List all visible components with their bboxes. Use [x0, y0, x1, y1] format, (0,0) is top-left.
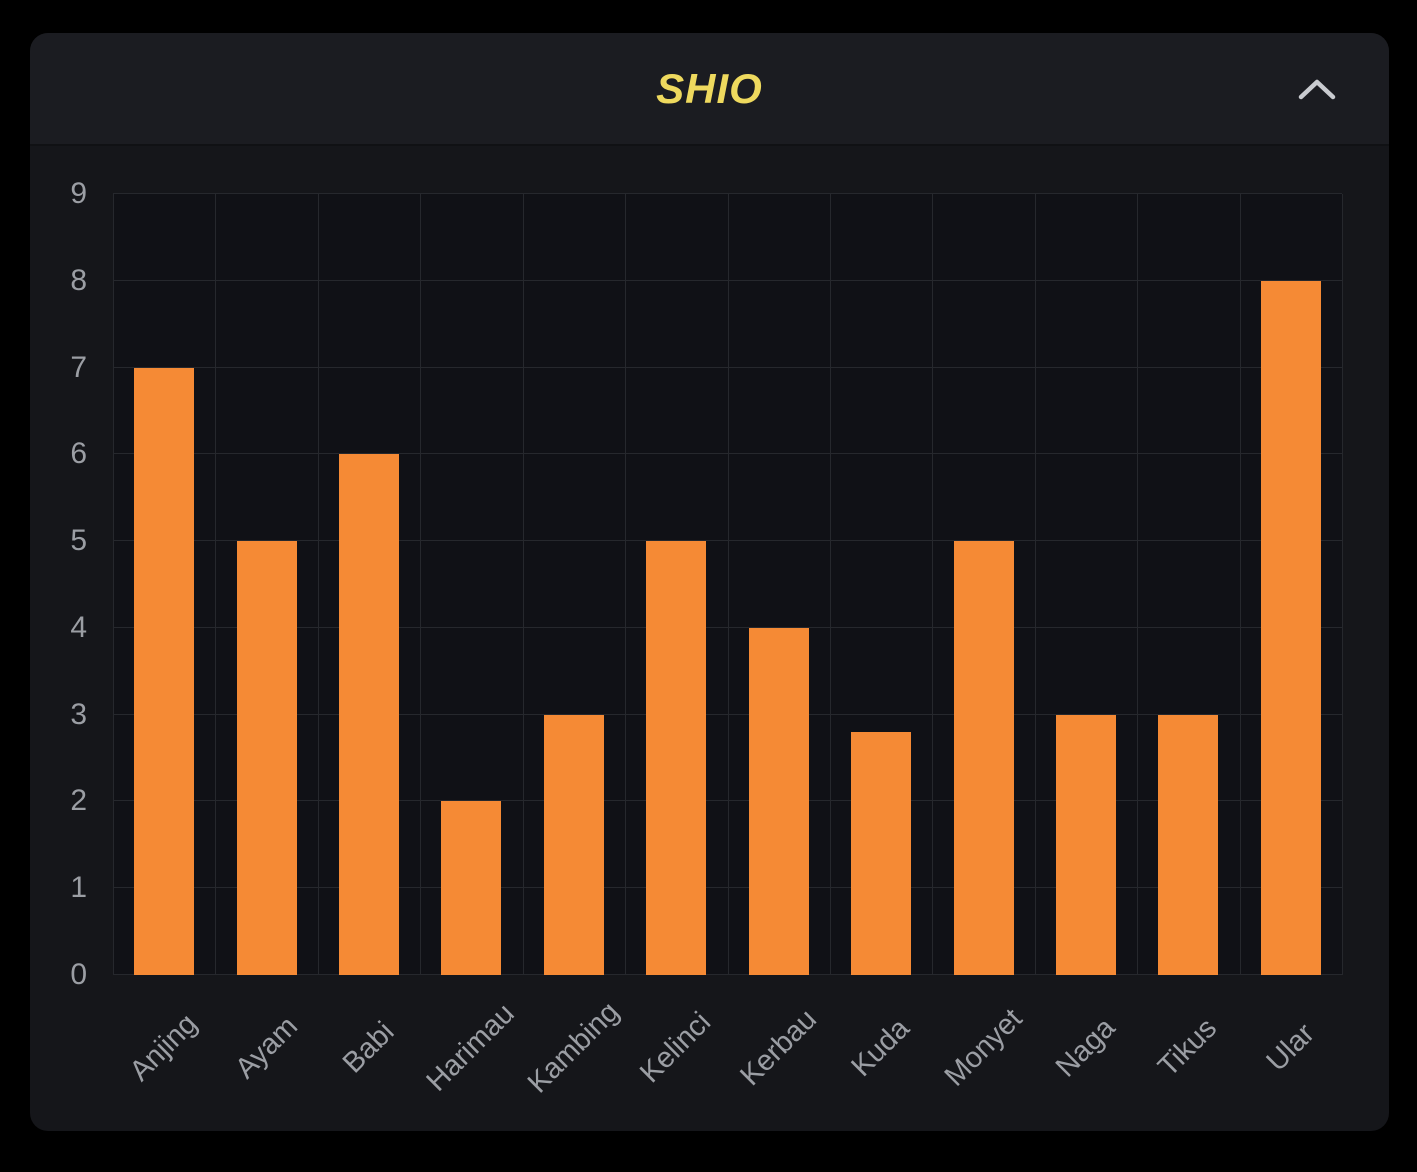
x-tick-label-anjing: Anjing: [124, 1007, 204, 1088]
y-tick-label: 6: [70, 437, 87, 471]
chart-bar-kambing[interactable]: [543, 714, 604, 975]
gridline-vertical: [215, 194, 217, 975]
y-tick-label: 5: [70, 524, 87, 558]
chart-bar-monyet[interactable]: [953, 541, 1014, 975]
chart-bar-babi[interactable]: [339, 454, 400, 975]
chart-bar-ayam[interactable]: [236, 541, 297, 975]
gridline-vertical: [113, 194, 114, 975]
panel-title: SHIO: [656, 64, 763, 112]
y-tick-label: 9: [70, 177, 87, 210]
x-tick-label-kambing: Kambing: [521, 995, 626, 1100]
chart-bar-kerbau[interactable]: [748, 627, 809, 975]
chart-bar-harimau[interactable]: [441, 801, 502, 975]
chart-bar-kuda[interactable]: [851, 732, 912, 975]
x-tick-label-tikus: Tikus: [1152, 1012, 1224, 1084]
chart-bar-kelinci[interactable]: [646, 541, 707, 975]
chart-bar-ular[interactable]: [1260, 280, 1321, 975]
gridline-vertical: [420, 194, 422, 975]
y-tick-label: 4: [70, 610, 87, 644]
x-tick-label-kuda: Kuda: [845, 1012, 917, 1083]
x-tick-label-naga: Naga: [1049, 1011, 1122, 1084]
x-axis: Anjing Ayam Babi Harimau Kambing Kelinci Kerba…: [113, 975, 1342, 1131]
y-tick-label: 3: [70, 697, 87, 731]
chart-bar-naga[interactable]: [1055, 714, 1116, 975]
gridline-vertical: [1342, 194, 1343, 975]
gridline-vertical: [1137, 194, 1139, 975]
y-tick-label: 1: [70, 871, 87, 905]
y-axis: 0 1 2 3 4 5 6 7 8 9: [30, 179, 87, 990]
x-tick-label-ular: Ular: [1260, 1017, 1321, 1078]
plot-area: [113, 193, 1343, 975]
shio-panel: SHIO 0 1 2 3 4 5 6 7 8 9 Anjing Ayam Babi Harimau Kam…: [30, 33, 1389, 1131]
y-tick-label: 8: [70, 263, 87, 297]
gridline-horizontal: [113, 193, 1342, 194]
gridline-vertical: [625, 194, 627, 975]
y-tick-label: 7: [70, 350, 87, 384]
panel-header: SHIO: [30, 33, 1389, 146]
gridline-vertical: [317, 194, 319, 975]
x-tick-label-babi: Babi: [336, 1015, 401, 1080]
y-tick-label: 2: [70, 784, 87, 818]
y-tick-label: 0: [70, 958, 87, 991]
gridline-vertical: [829, 194, 831, 975]
collapse-panel-button[interactable]: [1291, 69, 1343, 109]
chart-bar-tikus[interactable]: [1158, 714, 1219, 975]
gridline-vertical: [727, 194, 729, 975]
gridline-vertical: [522, 194, 524, 975]
chevron-up-icon: [1298, 78, 1336, 100]
x-tick-label-monyet: Monyet: [938, 1002, 1029, 1093]
x-tick-label-harimau: Harimau: [421, 997, 522, 1098]
gridline-vertical: [1034, 194, 1036, 975]
x-tick-label-kerbau: Kerbau: [733, 1003, 823, 1093]
x-tick-label-kelinci: Kelinci: [634, 1006, 718, 1090]
gridline-vertical: [932, 194, 934, 975]
chart-bar-anjing[interactable]: [134, 367, 195, 975]
gridline-vertical: [1239, 194, 1241, 975]
x-tick-label-ayam: Ayam: [228, 1010, 304, 1085]
